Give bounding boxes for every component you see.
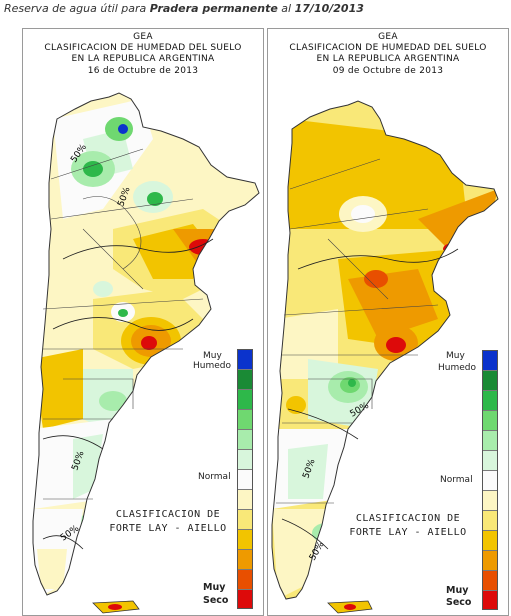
legend-swatch: [482, 450, 498, 470]
legend-top-label-1: Muy: [446, 351, 465, 361]
legend-swatch: [482, 550, 498, 570]
legend-swatch: [237, 589, 253, 609]
legend-mid-label: Normal: [440, 475, 473, 485]
soil-moisture-map: 50% 50% 50% 50%: [32, 92, 260, 614]
classification-line1: CLASIFICACION DE: [355, 513, 461, 524]
caption-prefix: Reserva de agua útil para: [4, 2, 150, 15]
classification-line2: FORTE LAY - AIELLO: [109, 523, 227, 534]
legend-swatch: [482, 590, 498, 610]
legend-swatch: [482, 530, 498, 550]
legend-frame: [237, 349, 253, 609]
legend-color-scale: [482, 350, 498, 610]
legend-swatch: [237, 489, 253, 509]
legend-swatch: [482, 490, 498, 510]
panel-title-line2: EN LA REPUBLICA ARGENTINA: [316, 54, 460, 64]
legend-bottom-label-2: Seco: [203, 595, 229, 606]
legend-swatch: [482, 410, 498, 430]
panel-date: 09 de Octubre de 2013: [332, 66, 444, 76]
legend-bottom-label-1: Muy: [203, 582, 226, 593]
classification-line2: FORTE LAY - AIELLO: [349, 527, 467, 538]
panel-title-line1: CLASIFICACION DE HUMEDAD DEL SUELO: [44, 43, 242, 53]
legend-top-label-2: Humedo: [438, 363, 476, 373]
caption-crop: Pradera permanente: [149, 2, 278, 15]
map-panel-16-oct: GEA CLASIFICACION DE HUMEDAD DEL SUELO E…: [22, 28, 264, 616]
page-caption: Reserva de agua útil para Pradera perman…: [4, 2, 507, 20]
legend-swatch: [237, 509, 253, 529]
soil-moisture-map: 50% 50% 50%: [271, 100, 499, 614]
legend-swatch: [237, 369, 253, 389]
legend-frame: [482, 350, 498, 610]
caption-date: 17/10/2013: [294, 2, 364, 15]
panel-org: GEA: [133, 32, 153, 42]
legend-swatch: [482, 430, 498, 450]
legend-bottom-label-1: Muy: [446, 585, 469, 596]
legend-top-label-2: Humedo: [193, 361, 231, 371]
legend-bottom-label-2: Seco: [446, 597, 472, 608]
legend-swatch: [482, 570, 498, 590]
legend-mid-label: Normal: [198, 472, 231, 482]
legend-swatch: [482, 510, 498, 530]
panel-org: GEA: [378, 32, 398, 42]
legend-swatch: [237, 409, 253, 429]
legend-swatch: [237, 549, 253, 569]
legend-swatch: [482, 370, 498, 390]
legend-swatch: [237, 529, 253, 549]
legend-swatch: [482, 470, 498, 490]
map-panel-09-oct: GEA CLASIFICACION DE HUMEDAD DEL SUELO E…: [267, 28, 509, 616]
legend-swatch: [237, 469, 253, 489]
legend-swatch: [237, 449, 253, 469]
legend-swatch: [237, 569, 253, 589]
panel-title-line2: EN LA REPUBLICA ARGENTINA: [71, 54, 215, 64]
panel-date: 16 de Octubre de 2013: [87, 66, 199, 76]
legend-swatch: [237, 429, 253, 449]
legend-color-scale: [237, 349, 253, 609]
panel-title-line1: CLASIFICACION DE HUMEDAD DEL SUELO: [289, 43, 487, 53]
legend-top-label-1: Muy: [203, 351, 222, 361]
caption-mid: al: [277, 2, 295, 15]
legend-swatch: [482, 390, 498, 410]
classification-line1: CLASIFICACION DE: [115, 509, 221, 520]
legend-swatch: [237, 389, 253, 409]
